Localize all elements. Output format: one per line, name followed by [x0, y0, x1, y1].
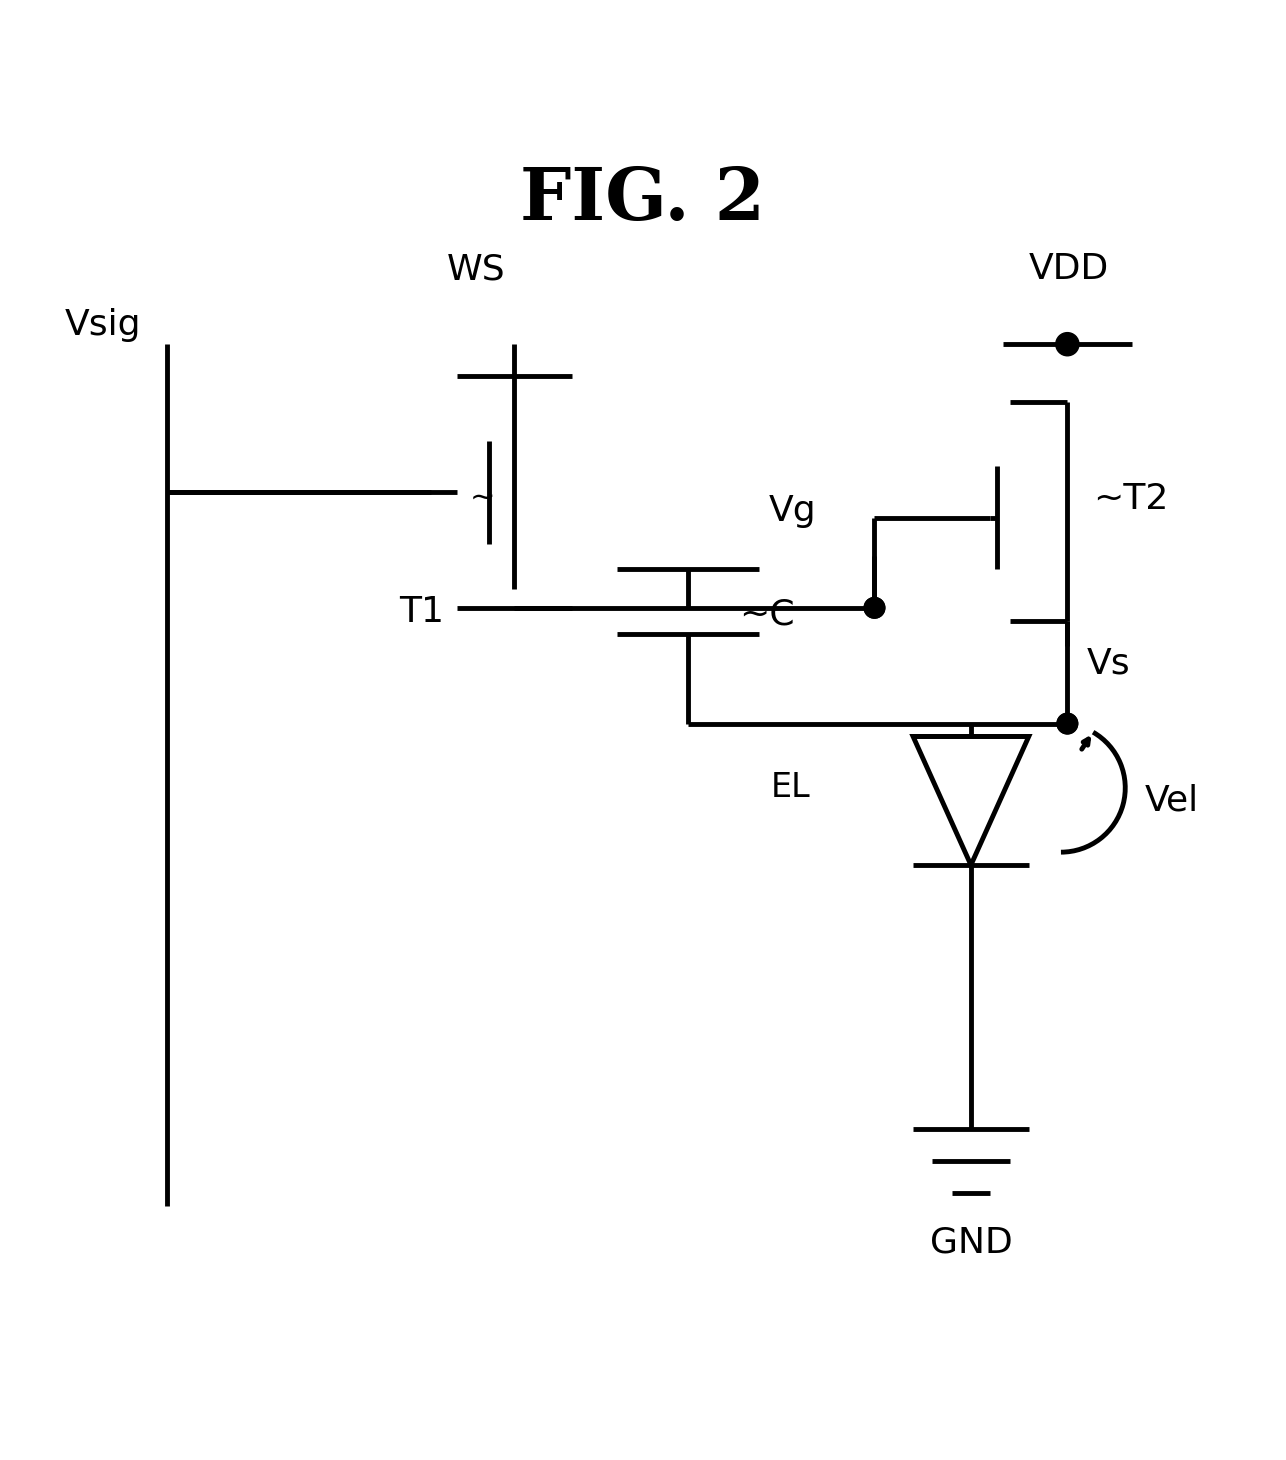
Text: FIG. 2: FIG. 2 — [521, 164, 765, 235]
Text: Vg: Vg — [769, 495, 817, 529]
Circle shape — [1057, 714, 1078, 734]
Text: GND: GND — [930, 1225, 1012, 1259]
Circle shape — [1056, 333, 1079, 356]
Text: Vsig: Vsig — [64, 308, 140, 342]
Text: EL: EL — [770, 771, 810, 804]
Text: Vs: Vs — [1087, 647, 1130, 680]
Text: ~T2: ~T2 — [1093, 482, 1169, 515]
Text: WS: WS — [446, 253, 505, 286]
Text: ~C: ~C — [739, 597, 795, 631]
Text: T1: T1 — [399, 596, 444, 629]
Text: VDD: VDD — [1029, 253, 1109, 286]
Text: ~: ~ — [469, 485, 495, 512]
Circle shape — [864, 597, 885, 618]
Circle shape — [864, 597, 885, 618]
Circle shape — [1057, 714, 1078, 734]
Text: Vel: Vel — [1145, 784, 1199, 818]
